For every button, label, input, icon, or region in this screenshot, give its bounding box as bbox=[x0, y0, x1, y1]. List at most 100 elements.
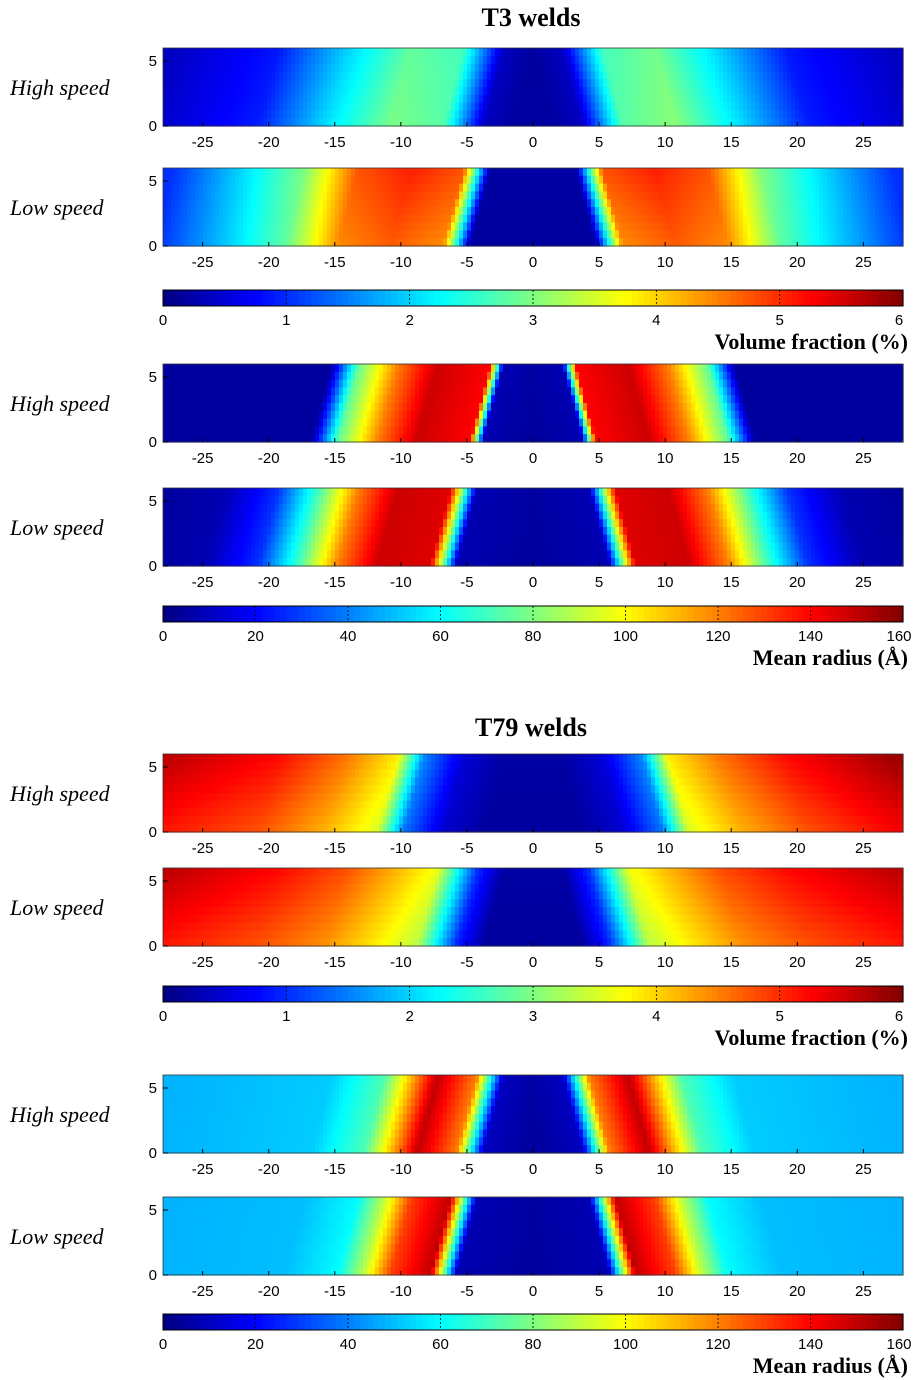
heatmap-cell bbox=[251, 371, 256, 381]
heatmap-cell bbox=[803, 71, 808, 80]
heatmap-cell bbox=[735, 79, 740, 88]
heatmap-cell bbox=[455, 199, 460, 208]
colorbar-segment bbox=[304, 290, 312, 306]
heatmap-cell bbox=[407, 191, 412, 200]
heatmap-cell bbox=[643, 230, 648, 239]
heatmap-cell bbox=[191, 214, 196, 224]
heatmap-cell bbox=[607, 175, 612, 185]
heatmap-cell bbox=[407, 395, 412, 404]
heatmap-cell bbox=[431, 71, 436, 80]
heatmap-cell bbox=[823, 110, 828, 119]
heatmap-cell bbox=[839, 199, 844, 208]
heatmap-cell bbox=[467, 403, 472, 412]
heatmap-cell bbox=[335, 175, 340, 185]
heatmap-cell bbox=[763, 387, 768, 396]
heatmap-cell bbox=[695, 403, 700, 412]
heatmap-cell bbox=[623, 168, 628, 177]
heatmap-cell bbox=[395, 364, 400, 373]
heatmap-cell bbox=[755, 63, 760, 72]
heatmap-cell bbox=[711, 118, 716, 127]
heatmap-cell bbox=[607, 364, 612, 373]
heatmap-cell bbox=[547, 238, 552, 247]
heatmap-cell bbox=[735, 199, 740, 208]
heatmap-cell bbox=[731, 207, 736, 216]
heatmap-cell bbox=[447, 79, 452, 88]
heatmap-cell bbox=[459, 214, 464, 224]
heatmap-cell bbox=[247, 191, 252, 200]
heatmap-cell bbox=[895, 230, 900, 239]
heatmap-cell bbox=[807, 118, 812, 127]
heatmap-cell bbox=[379, 48, 384, 57]
heatmap-cell bbox=[523, 364, 528, 373]
heatmap-cell bbox=[515, 403, 520, 412]
heatmap-cell bbox=[303, 79, 308, 88]
heatmap-cell bbox=[843, 387, 848, 396]
heatmap-cell bbox=[863, 403, 868, 412]
heatmap-cell bbox=[795, 55, 800, 65]
heatmap-cell bbox=[283, 55, 288, 65]
heatmap-cell bbox=[463, 94, 468, 104]
heatmap-cell bbox=[687, 214, 692, 224]
heatmap-cell bbox=[359, 183, 364, 192]
heatmap-cell bbox=[187, 55, 192, 65]
heatmap-cell bbox=[583, 55, 588, 65]
heatmap-cell bbox=[815, 102, 820, 111]
heatmap-cell bbox=[167, 63, 172, 72]
heatmap-cell bbox=[267, 63, 272, 72]
heatmap-cell bbox=[279, 175, 284, 185]
heatmap-cell bbox=[359, 118, 364, 127]
colorbar-segment bbox=[267, 290, 275, 306]
heatmap-cell bbox=[543, 230, 548, 239]
heatmap-cell bbox=[315, 379, 320, 388]
heatmap-cell bbox=[727, 79, 732, 88]
heatmap-cell bbox=[327, 214, 332, 224]
heatmap-cell bbox=[343, 102, 348, 111]
heatmap-cell bbox=[743, 387, 748, 396]
heatmap-cell bbox=[507, 87, 512, 96]
y-tick-label: 0 bbox=[149, 118, 157, 135]
heatmap-cell bbox=[755, 110, 760, 119]
heatmap-cell bbox=[463, 102, 468, 111]
heatmap-cell bbox=[767, 79, 772, 88]
heatmap-cell bbox=[619, 118, 624, 127]
heatmap-cell bbox=[379, 191, 384, 200]
heatmap-cell bbox=[771, 63, 776, 72]
heatmap-cell bbox=[679, 230, 684, 239]
heatmap-cell bbox=[767, 48, 772, 57]
colorbar-segment bbox=[187, 290, 195, 306]
heatmap-cell bbox=[403, 222, 408, 231]
heatmap-cell bbox=[191, 118, 196, 127]
heatmap-cell bbox=[327, 87, 332, 96]
heatmap-cell bbox=[895, 183, 900, 192]
heatmap-cell bbox=[251, 199, 256, 208]
heatmap-cell bbox=[691, 379, 696, 388]
heatmap-cell bbox=[819, 48, 824, 57]
heatmap-cell bbox=[823, 48, 828, 57]
heatmap-cell bbox=[519, 364, 524, 373]
heatmap-cell bbox=[403, 379, 408, 388]
heatmap-cell bbox=[899, 102, 904, 111]
heatmap-cell bbox=[811, 79, 816, 88]
heatmap-cell bbox=[339, 379, 344, 388]
heatmap-cell bbox=[227, 55, 232, 65]
heatmap-cell bbox=[527, 175, 532, 185]
heatmap-cell bbox=[683, 48, 688, 57]
heatmap-cell bbox=[851, 168, 856, 177]
heatmap-cell bbox=[175, 379, 180, 388]
heatmap-cell bbox=[567, 175, 572, 185]
heatmap-cell bbox=[283, 238, 288, 247]
heatmap-cell bbox=[463, 63, 468, 72]
heatmap-cell bbox=[287, 371, 292, 381]
heatmap-cell bbox=[527, 199, 532, 208]
heatmap-cell bbox=[835, 94, 840, 104]
heatmap-cell bbox=[299, 55, 304, 65]
heatmap-cell bbox=[179, 230, 184, 239]
heatmap-cell bbox=[571, 403, 576, 412]
heatmap-cell bbox=[763, 379, 768, 388]
heatmap-cell bbox=[339, 102, 344, 111]
heatmap-cell bbox=[783, 168, 788, 177]
colorbar-segment bbox=[650, 290, 657, 306]
heatmap-cell bbox=[539, 48, 544, 57]
heatmap-cell bbox=[763, 371, 768, 381]
heatmap-cell bbox=[531, 175, 536, 185]
